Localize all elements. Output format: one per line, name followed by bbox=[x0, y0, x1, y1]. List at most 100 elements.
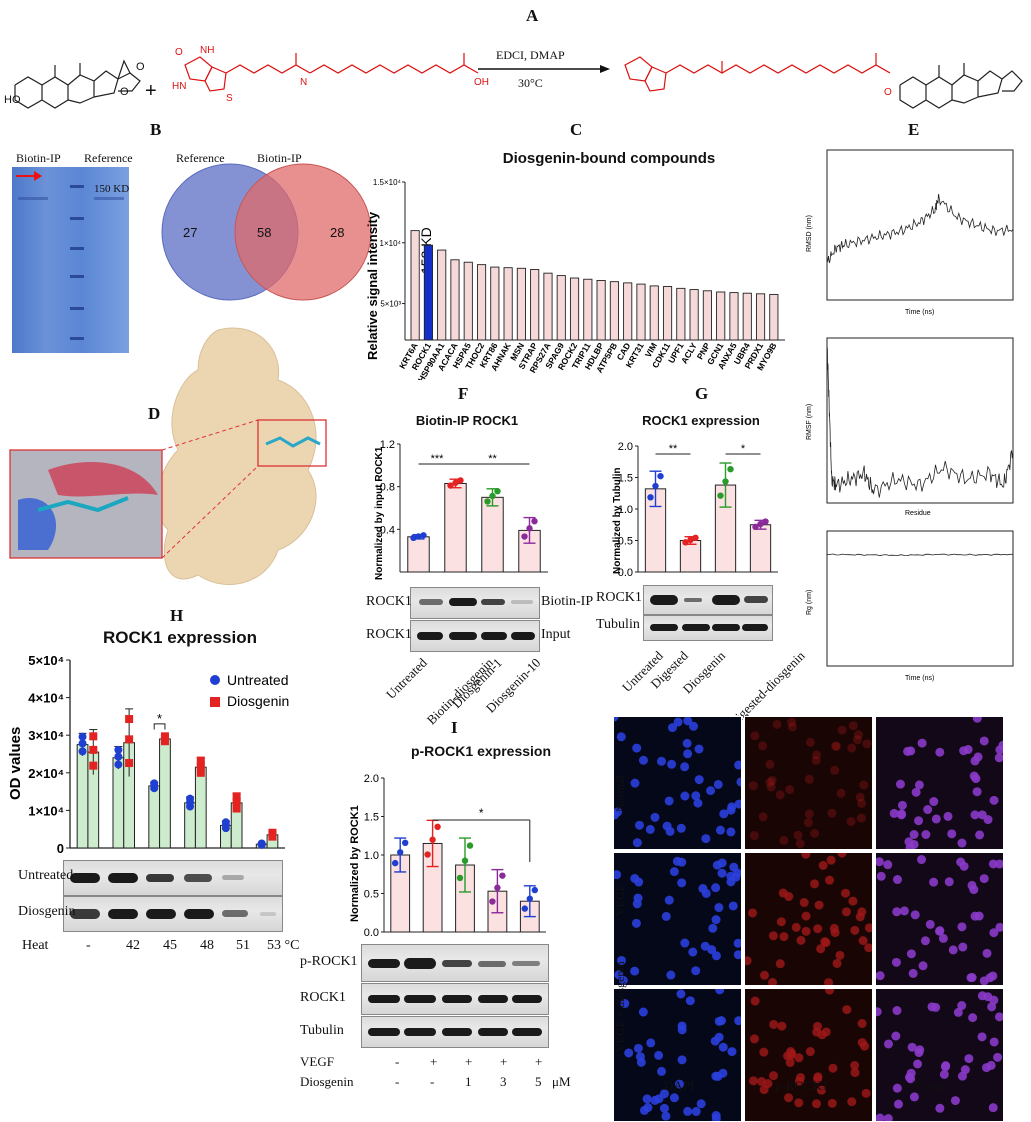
nucleus-mark bbox=[664, 895, 674, 905]
nucleus-mark bbox=[895, 779, 905, 789]
nucleus-mark bbox=[995, 922, 1003, 932]
nucleus-mark bbox=[832, 741, 842, 751]
chart-c-bar bbox=[702, 290, 712, 341]
nucleus-mark bbox=[661, 911, 671, 921]
chart-h-data-point bbox=[196, 756, 205, 765]
nucleus-mark bbox=[987, 1002, 997, 1012]
nucleus-mark bbox=[717, 868, 727, 878]
nucleus-mark bbox=[769, 1019, 779, 1029]
chart-f-sig-label: ** bbox=[488, 453, 497, 465]
nucleus-mark bbox=[706, 786, 716, 796]
nucleus-mark bbox=[847, 743, 857, 753]
chart-f-data-point bbox=[415, 533, 422, 540]
nucleus-mark bbox=[632, 838, 642, 848]
dose-value-2: - bbox=[430, 1074, 435, 1089]
sds-page-gel bbox=[12, 167, 129, 353]
chart-h-ytick-label: 4×10⁴ bbox=[28, 691, 64, 706]
nucleus-mark bbox=[676, 823, 686, 833]
nucleus-mark bbox=[805, 1047, 815, 1057]
chart-h-sig-bracket bbox=[153, 723, 166, 730]
nucleus-mark bbox=[975, 830, 985, 840]
blot-i-rock1 bbox=[361, 983, 549, 1015]
chart-i-data-point bbox=[424, 851, 431, 858]
blot-g-row1-label: ROCK1 bbox=[596, 590, 642, 605]
nucleus-mark bbox=[813, 924, 823, 934]
chart-g-sig-label: ** bbox=[669, 443, 678, 455]
rmsd-line bbox=[826, 194, 1014, 264]
blot-h-untreated bbox=[63, 860, 283, 896]
nucleus-mark bbox=[846, 816, 856, 826]
chart-f-sig-label: *** bbox=[431, 453, 445, 465]
nucleus-mark bbox=[683, 717, 693, 726]
chart-h-ytick-label: 1×10⁴ bbox=[28, 803, 64, 818]
nucleus-mark bbox=[813, 1072, 823, 1082]
chart-g-data-point bbox=[722, 478, 729, 485]
chart-i-data-point bbox=[402, 839, 409, 847]
chart-h-data-point bbox=[257, 839, 266, 848]
chart-f: Normalized by input ROCK1 0.40.81.2*** ** bbox=[374, 439, 548, 580]
nucleus-mark bbox=[938, 933, 948, 943]
rmsd-xlabel: Time (ns) bbox=[905, 309, 934, 316]
panel-letter-b: B bbox=[150, 120, 162, 139]
product-biotin-part bbox=[624, 53, 891, 92]
nucleus-mark bbox=[935, 1103, 945, 1113]
micrograph-tile bbox=[875, 716, 1004, 850]
chart-h-data-point bbox=[114, 752, 123, 761]
nucleus-mark bbox=[765, 759, 775, 769]
vegf-value-2: + bbox=[430, 1054, 438, 1069]
nucleus-mark bbox=[796, 1072, 806, 1082]
blot-g-tubulin bbox=[643, 615, 773, 641]
chart-h: OD values Untreated Diosgenin 0 1×10⁴ 2×10… bbox=[7, 653, 289, 856]
nucleus-mark bbox=[841, 907, 851, 917]
micro-col-label-dapi: DAPI bbox=[664, 1078, 695, 1093]
nucleus-mark bbox=[941, 1061, 951, 1071]
nucleus-mark bbox=[784, 1093, 794, 1103]
dose-value-5: 5 bbox=[535, 1074, 542, 1089]
nucleus-mark bbox=[948, 945, 958, 955]
nucleus-mark bbox=[913, 1059, 923, 1069]
nucleus-mark bbox=[923, 805, 933, 815]
nucleus-mark bbox=[828, 1063, 838, 1073]
nucleus-mark bbox=[804, 809, 814, 819]
nucleus-mark bbox=[713, 779, 723, 789]
chart-h-data-point bbox=[125, 715, 134, 724]
legend-untreated-label: Untreated bbox=[227, 672, 288, 688]
nucleus-mark bbox=[758, 812, 768, 822]
nucleus-mark bbox=[848, 896, 858, 906]
nucleus-mark bbox=[970, 810, 980, 820]
nucleus-mark bbox=[733, 938, 741, 948]
micro-row-label-vegf: VEGF bbox=[613, 884, 627, 916]
chart-g-data-point bbox=[657, 472, 664, 480]
nucleus-mark bbox=[711, 951, 721, 961]
nucleus-mark bbox=[758, 741, 768, 751]
chart-h-data-point bbox=[89, 761, 98, 770]
chart-h-data-point bbox=[89, 732, 98, 741]
nucleus-mark bbox=[787, 717, 797, 727]
vegf-value-1: - bbox=[395, 1054, 400, 1069]
nucleus-mark bbox=[656, 756, 666, 766]
rg-xlabel: Time (ns) bbox=[905, 675, 934, 682]
nucleus-mark bbox=[635, 1052, 645, 1062]
blot-f-right1-label: Biotin-IP bbox=[541, 594, 594, 609]
nucleus-mark bbox=[745, 956, 752, 966]
nucleus-mark bbox=[964, 1054, 974, 1064]
nucleus-mark bbox=[973, 752, 983, 762]
nucleus-mark bbox=[836, 788, 846, 798]
nucleus-mark bbox=[801, 911, 811, 921]
nucleus-mark bbox=[677, 857, 687, 867]
chart-f-data-point bbox=[452, 479, 459, 486]
chart-i-ytick-label: 1.0 bbox=[364, 850, 379, 862]
nucleus-mark bbox=[858, 936, 868, 946]
nucleus-mark bbox=[769, 1071, 779, 1081]
atom-nh: NH bbox=[200, 45, 214, 56]
nucleus-mark bbox=[659, 1103, 669, 1113]
chart-g-data-point bbox=[687, 536, 694, 544]
chart-h-ytick-label: 0 bbox=[57, 841, 64, 856]
nucleus-mark bbox=[691, 1107, 701, 1117]
nucleus-mark bbox=[631, 918, 641, 928]
nucleus-mark bbox=[759, 1047, 769, 1057]
blot-f-row2-label: ROCK1 bbox=[366, 627, 412, 642]
nucleus-mark bbox=[906, 1074, 916, 1084]
atom-o1: O bbox=[136, 61, 145, 73]
legend-untreated-marker bbox=[210, 675, 220, 685]
